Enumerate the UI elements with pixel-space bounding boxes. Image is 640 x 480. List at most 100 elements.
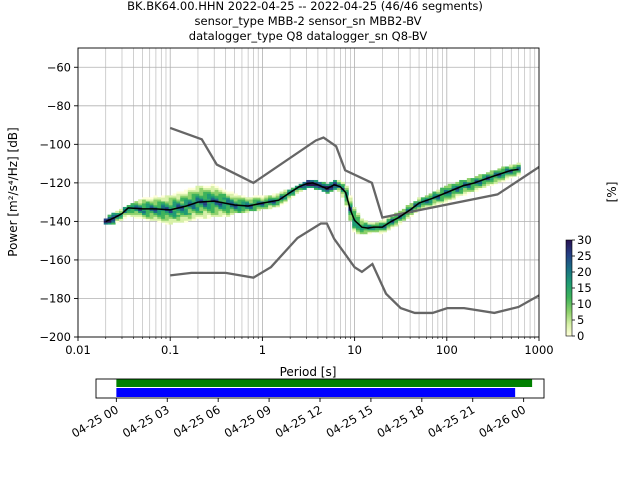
density-cell [184, 220, 189, 223]
density-cell [214, 208, 219, 212]
density-cell [474, 185, 479, 188]
density-cell [153, 205, 158, 208]
density-cell [191, 197, 196, 200]
density-cell [206, 212, 212, 215]
density-cell [153, 199, 158, 202]
coverage-bar [116, 388, 516, 397]
density-cell [149, 205, 154, 208]
density-cell [367, 230, 372, 233]
density-cell [168, 203, 173, 206]
density-cell [474, 183, 479, 187]
density-cell [420, 203, 426, 206]
density-cell [356, 214, 361, 217]
density-cell [321, 187, 326, 190]
density-cell [264, 197, 269, 200]
density-cell [508, 166, 514, 169]
density-cell [145, 218, 150, 221]
density-cell [195, 216, 200, 219]
density-cell [229, 197, 235, 200]
density-cell [134, 205, 139, 208]
density-cell [199, 203, 204, 206]
density-cell [233, 205, 238, 208]
density-cell [134, 201, 139, 204]
density-cell [180, 220, 185, 223]
density-cell [333, 187, 338, 190]
density-cell [451, 191, 456, 194]
density-cell [180, 208, 185, 212]
density-cell [134, 214, 139, 217]
x-tick-label: 100 [436, 343, 458, 357]
density-cell [386, 220, 391, 223]
density-cell [497, 168, 502, 171]
density-cell [145, 208, 150, 212]
density-cell [184, 212, 189, 215]
density-cell [287, 193, 292, 196]
density-cell [321, 181, 326, 185]
density-cell [203, 212, 208, 215]
density-cell [184, 195, 189, 198]
density-cell [275, 193, 280, 196]
time-tick-label: 04-26 00 [476, 402, 528, 440]
density-cell [233, 195, 238, 198]
density-cell [336, 181, 342, 185]
density-cell [470, 185, 475, 188]
density-cell [356, 212, 361, 215]
density-cell [130, 203, 135, 206]
density-cell [176, 214, 181, 217]
density-cell [191, 216, 196, 219]
density-cell [260, 195, 265, 198]
density-cell [459, 187, 464, 190]
density-cell [470, 183, 475, 187]
density-cell [203, 185, 208, 188]
density-cell [432, 193, 437, 196]
density-cell [489, 174, 494, 177]
density-cell [348, 216, 353, 219]
density-cell [241, 197, 246, 200]
density-cell [145, 205, 150, 208]
density-cell [432, 197, 437, 200]
density-cell [226, 214, 231, 217]
density-cell [130, 214, 135, 217]
density-cell [149, 216, 154, 219]
density-cell [149, 218, 154, 221]
density-cell [424, 201, 430, 204]
density-cell [436, 199, 441, 202]
density-cell [394, 222, 399, 225]
density-cell [482, 183, 487, 187]
density-cell [161, 201, 166, 204]
density-cell [206, 216, 212, 219]
density-cell [210, 208, 215, 212]
density-cell [237, 203, 242, 206]
density-cell [283, 189, 288, 192]
time-tick-label: 04-25 21 [425, 402, 477, 440]
density-cell [210, 185, 215, 188]
density-cell [218, 203, 223, 206]
density-cell [149, 203, 154, 206]
density-cell [336, 183, 342, 187]
density-cell [164, 195, 170, 198]
density-cell [176, 212, 181, 215]
density-cell [214, 193, 219, 196]
density-cell [149, 208, 154, 212]
density-cell [428, 205, 433, 208]
density-cell [359, 230, 365, 233]
density-cell [463, 187, 468, 190]
density-cell [141, 208, 147, 212]
density-cell [138, 208, 143, 212]
density-cell [187, 189, 193, 192]
density-cell [447, 193, 452, 196]
density-cell [164, 216, 170, 219]
density-cell [260, 203, 265, 206]
density-cell [161, 195, 166, 198]
density-cell [199, 185, 204, 188]
density-cell [252, 208, 258, 212]
density-cell [440, 201, 445, 204]
density-cell [138, 205, 143, 208]
density-cell [268, 206, 273, 210]
density-cell [287, 197, 292, 200]
density-cell [348, 195, 353, 198]
density-cell [344, 191, 349, 194]
density-cell [199, 193, 204, 196]
density-cell [126, 214, 131, 217]
density-cell [489, 179, 494, 183]
